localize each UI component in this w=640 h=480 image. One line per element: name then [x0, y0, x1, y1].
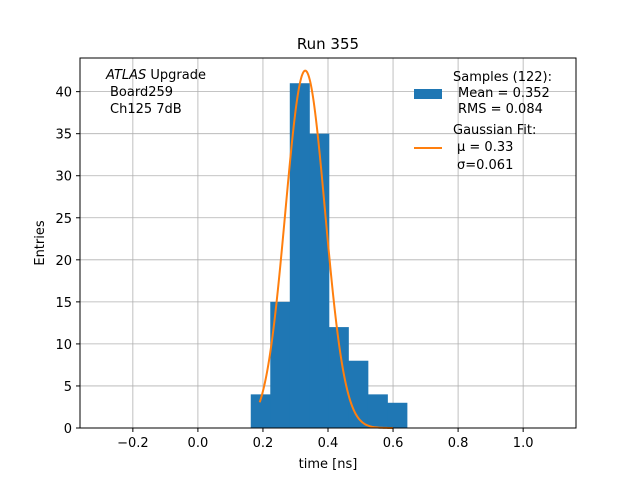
- annotation-atlas: ATLAS: [105, 68, 146, 83]
- annotation-board: Board259: [110, 85, 173, 100]
- x-tick-label: −0.2: [117, 436, 149, 451]
- y-tick-label: 30: [55, 170, 72, 185]
- legend: Samples (122): Mean = 0.352 RMS = 0.084 …: [414, 70, 552, 173]
- chart-title: Run 355: [297, 35, 359, 53]
- histogram-bar: [250, 394, 271, 428]
- y-tick-label: 15: [55, 296, 72, 311]
- x-tick-label: 0.2: [253, 436, 274, 451]
- legend-samples-rms: RMS = 0.084: [458, 102, 543, 117]
- atlas-annotation: ATLAS Upgrade Board259 Ch125 7dB: [105, 68, 206, 117]
- legend-samples-patch: [414, 89, 442, 99]
- y-tick-label: 20: [55, 254, 72, 269]
- y-tick-label: 40: [55, 86, 72, 101]
- histogram-bar: [309, 133, 330, 428]
- y-axis-label: Entries: [33, 220, 48, 266]
- x-tick-label: 0.0: [188, 436, 209, 451]
- legend-fit-mu: μ = 0.33: [457, 140, 513, 155]
- histogram-bar: [328, 327, 349, 428]
- x-tick-label: 0.4: [318, 436, 339, 451]
- annotation-channel: Ch125 7dB: [110, 102, 182, 117]
- y-tick-label: 35: [55, 128, 72, 143]
- legend-fit-title: Gaussian Fit:: [453, 123, 536, 138]
- y-tick-label: 25: [55, 212, 72, 227]
- x-tick-label: 0.6: [383, 436, 404, 451]
- x-tick-label: 1.0: [513, 436, 534, 451]
- annotation-upgrade: Upgrade: [146, 68, 206, 83]
- legend-fit-sigma: σ=0.061: [457, 158, 513, 173]
- annotation-line-1: ATLAS Upgrade: [105, 68, 206, 83]
- x-tick-label: 0.8: [448, 436, 469, 451]
- legend-samples-mean: Mean = 0.352: [458, 86, 550, 101]
- histogram-bar: [387, 402, 408, 428]
- histogram-bar: [270, 301, 291, 428]
- y-tick-label: 10: [55, 338, 72, 353]
- y-tick-label: 5: [64, 380, 72, 395]
- histogram-bar: [289, 83, 310, 429]
- axis-ticks: −0.2 0.0 0.2 0.4 0.6 0.8 1.0 0 5 10 15 20 25 30 35 40: [55, 86, 533, 451]
- gaussian-fit: [258, 69, 394, 429]
- y-tick-label: 0: [64, 422, 72, 437]
- legend-samples-title: Samples (122):: [453, 70, 552, 85]
- histogram-bar: [367, 394, 388, 428]
- gaussian-fit-curve: [258, 69, 394, 429]
- x-axis-label: time [ns]: [299, 457, 358, 472]
